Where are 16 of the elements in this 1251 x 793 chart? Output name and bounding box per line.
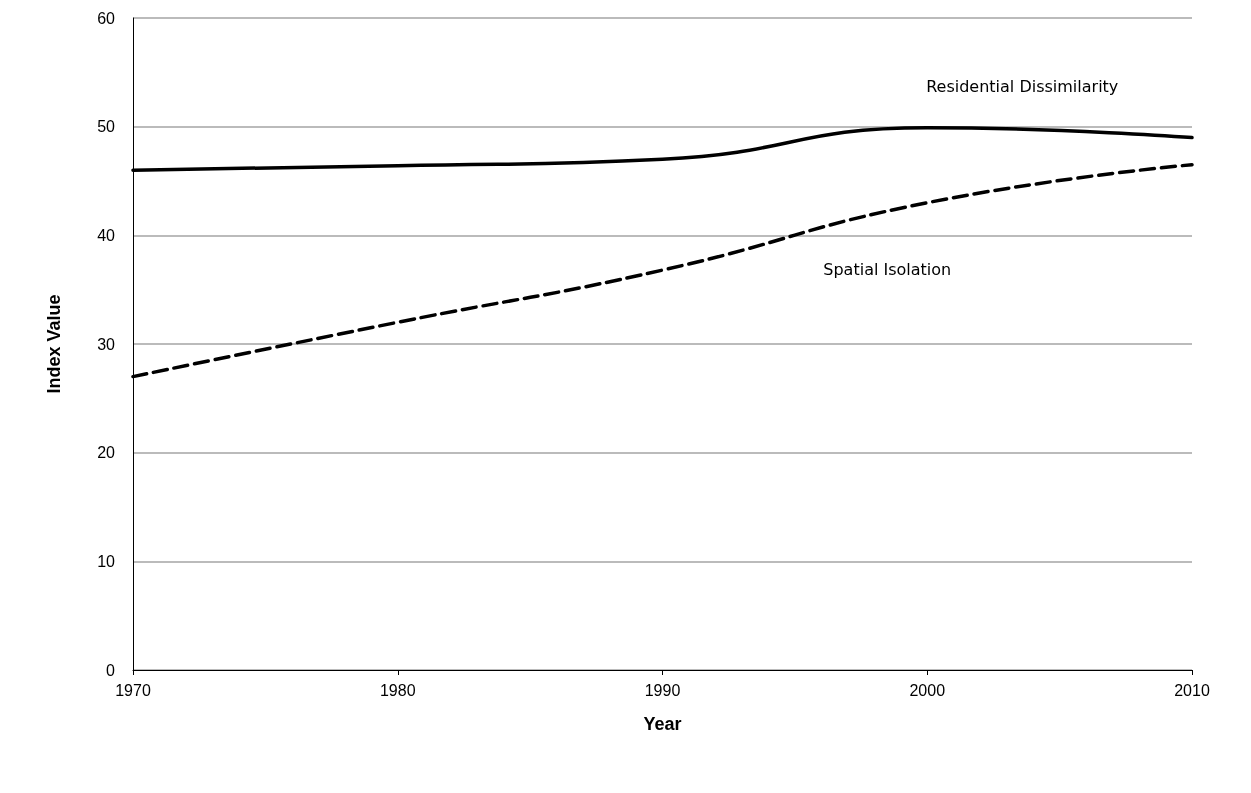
x-tick-label: 1980	[379, 681, 416, 699]
y-tick-label: 10	[97, 552, 116, 570]
y-axis-title: Index Value	[44, 294, 64, 394]
x-tick-label: 2000	[909, 681, 946, 699]
y-tick-label: 60	[97, 9, 116, 27]
y-tick-label: 40	[97, 226, 116, 244]
y-tick-label: 30	[97, 335, 116, 353]
series-label: Residential Dissimilarity	[926, 77, 1119, 97]
y-tick-label: 20	[97, 444, 116, 462]
x-tick-label: 1990	[644, 681, 681, 699]
x-tick-label: 1970	[115, 681, 151, 699]
text: Spatial Isolation	[823, 260, 952, 280]
y-tick-label: 50	[97, 118, 116, 136]
y-tick-label: 0	[106, 661, 116, 679]
x-tick-label: 2010	[1174, 681, 1210, 699]
x-axis-title: Year	[643, 714, 682, 734]
